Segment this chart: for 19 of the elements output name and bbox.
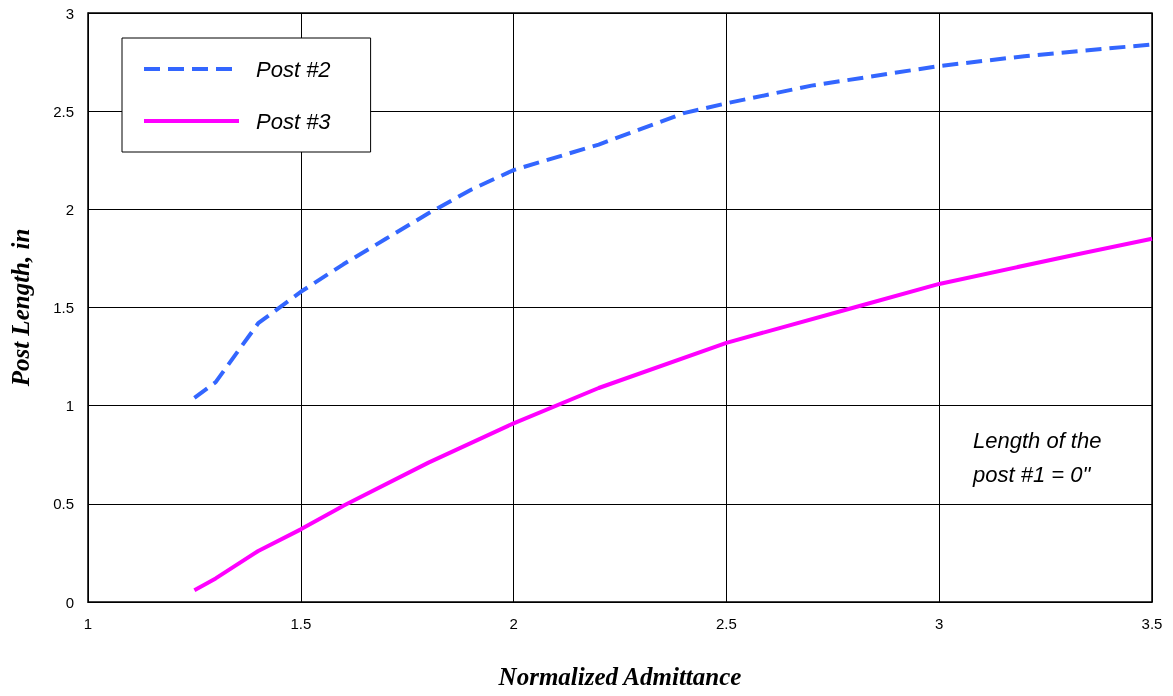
line-series bbox=[192, 236, 1154, 593]
y-tick-label: 3 bbox=[65, 4, 74, 22]
x-tick-label: 3.5 bbox=[1141, 615, 1163, 632]
y-tick-label: 0.5 bbox=[53, 495, 74, 513]
x-tick-label: 3 bbox=[935, 615, 944, 632]
y-axis-title: Post Length, in bbox=[7, 228, 34, 388]
y-tick-label: 1 bbox=[65, 397, 74, 415]
x-tick-label: 2 bbox=[509, 615, 518, 632]
y-tick-label: 2 bbox=[65, 200, 74, 218]
x-tick-label: 1 bbox=[83, 615, 93, 632]
annotation: Length of the post #1 = 0" bbox=[972, 427, 1108, 487]
legend-label: Post #3 bbox=[256, 108, 332, 134]
y-tick-label: 0 bbox=[65, 593, 74, 611]
x-tick-label: 2.5 bbox=[715, 615, 737, 632]
legend-label: Post #2 bbox=[256, 56, 331, 82]
x-tick-label: 1.5 bbox=[290, 615, 312, 632]
y-tick-label: 1.5 bbox=[53, 299, 74, 316]
x-axis-title: Normalized Admittance bbox=[497, 663, 742, 690]
y-tick-label: 2.5 bbox=[53, 102, 74, 120]
